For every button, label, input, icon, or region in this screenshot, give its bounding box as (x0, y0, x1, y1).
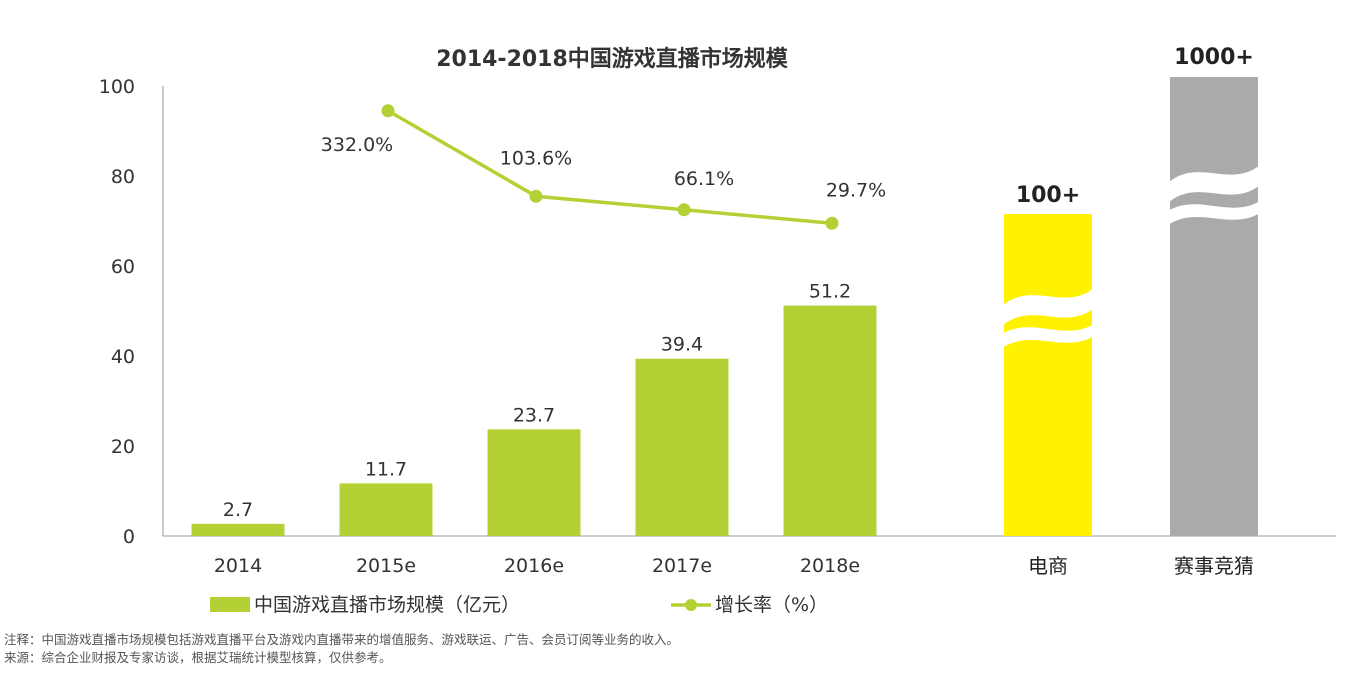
growth-rate-point (677, 203, 691, 217)
growth-rate-series: 332.0% 103.6% 66.1% 29.7% (321, 104, 886, 230)
growth-rate-line (387, 109, 833, 225)
y-tick-label: 40 (111, 346, 135, 368)
y-tick-label: 20 (111, 436, 135, 458)
bar (487, 429, 581, 536)
bar-value-label: 51.2 (809, 281, 851, 303)
growth-rate-point (381, 104, 395, 118)
growth-rate-point (529, 189, 543, 203)
x-tick-label: 2018e (800, 555, 860, 577)
x-tick-label: 2015e (356, 555, 416, 577)
bar-value-label: 23.7 (513, 404, 555, 426)
bar-value-label: 2.7 (223, 499, 253, 521)
growth-rate-label: 103.6% (500, 147, 572, 169)
bar-series (191, 305, 877, 536)
growth-rate-point (825, 216, 839, 230)
comparison-category-label: 电商 (1028, 554, 1068, 578)
growth-rate-label: 332.0% (321, 134, 393, 156)
legend-line-marker (685, 599, 697, 611)
bar-value-labels: 2.7 11.7 23.7 39.4 51.2 (223, 281, 851, 521)
x-tick-label: 2017e (652, 555, 712, 577)
x-tick-label: 2014 (214, 555, 262, 577)
bar (339, 483, 433, 536)
bar-value-label: 39.4 (661, 334, 703, 356)
footnote: 注释：中国游戏直播市场规模包括游戏直播平台及游戏内直播带来的增值服务、游戏联运、… (4, 632, 680, 647)
growth-rate-label: 29.7% (826, 179, 886, 201)
comparison-category-label: 赛事竞猜 (1174, 554, 1254, 578)
y-tick-label: 0 (123, 526, 135, 548)
legend-bar-label: 中国游戏直播市场规模（亿元） (254, 594, 520, 616)
axis-break-mark (1168, 165, 1260, 203)
comparison-bars: 100+ 电商 1000+ 赛事竞猜 (1002, 45, 1260, 578)
source-note: 来源：综合企业财报及专家访谈，根据艾瑞统计模型核算，仅供参考。 (4, 650, 392, 665)
bar (191, 523, 285, 536)
growth-rate-label: 66.1% (674, 168, 734, 190)
comparison-value-label: 100+ (1016, 183, 1080, 208)
y-tick-label: 100 (99, 76, 135, 98)
legend-bar-swatch (210, 597, 250, 612)
bar (783, 305, 877, 536)
x-tick-label: 2016e (504, 555, 564, 577)
chart-title: 2014-2018中国游戏直播市场规模 (436, 46, 789, 72)
comparison-bar (1004, 214, 1092, 536)
axis-break-mark (1168, 201, 1260, 225)
comparison-bar (1170, 77, 1258, 536)
comparison-value-label: 1000+ (1174, 45, 1254, 70)
y-tick-label: 60 (111, 256, 135, 278)
y-axis: 0 20 40 60 80 100 (99, 76, 164, 548)
legend: 中国游戏直播市场规模（亿元） 增长率（%） (210, 594, 828, 616)
x-axis: 2014 2015e 2016e 2017e 2018e (163, 535, 1336, 577)
bar (635, 358, 729, 536)
legend-line-label: 增长率（%） (715, 594, 828, 616)
bar-value-label: 11.7 (365, 458, 407, 480)
y-tick-label: 80 (111, 166, 135, 188)
axis-break-mark (1002, 324, 1094, 348)
axis-break-mark (1002, 288, 1094, 326)
